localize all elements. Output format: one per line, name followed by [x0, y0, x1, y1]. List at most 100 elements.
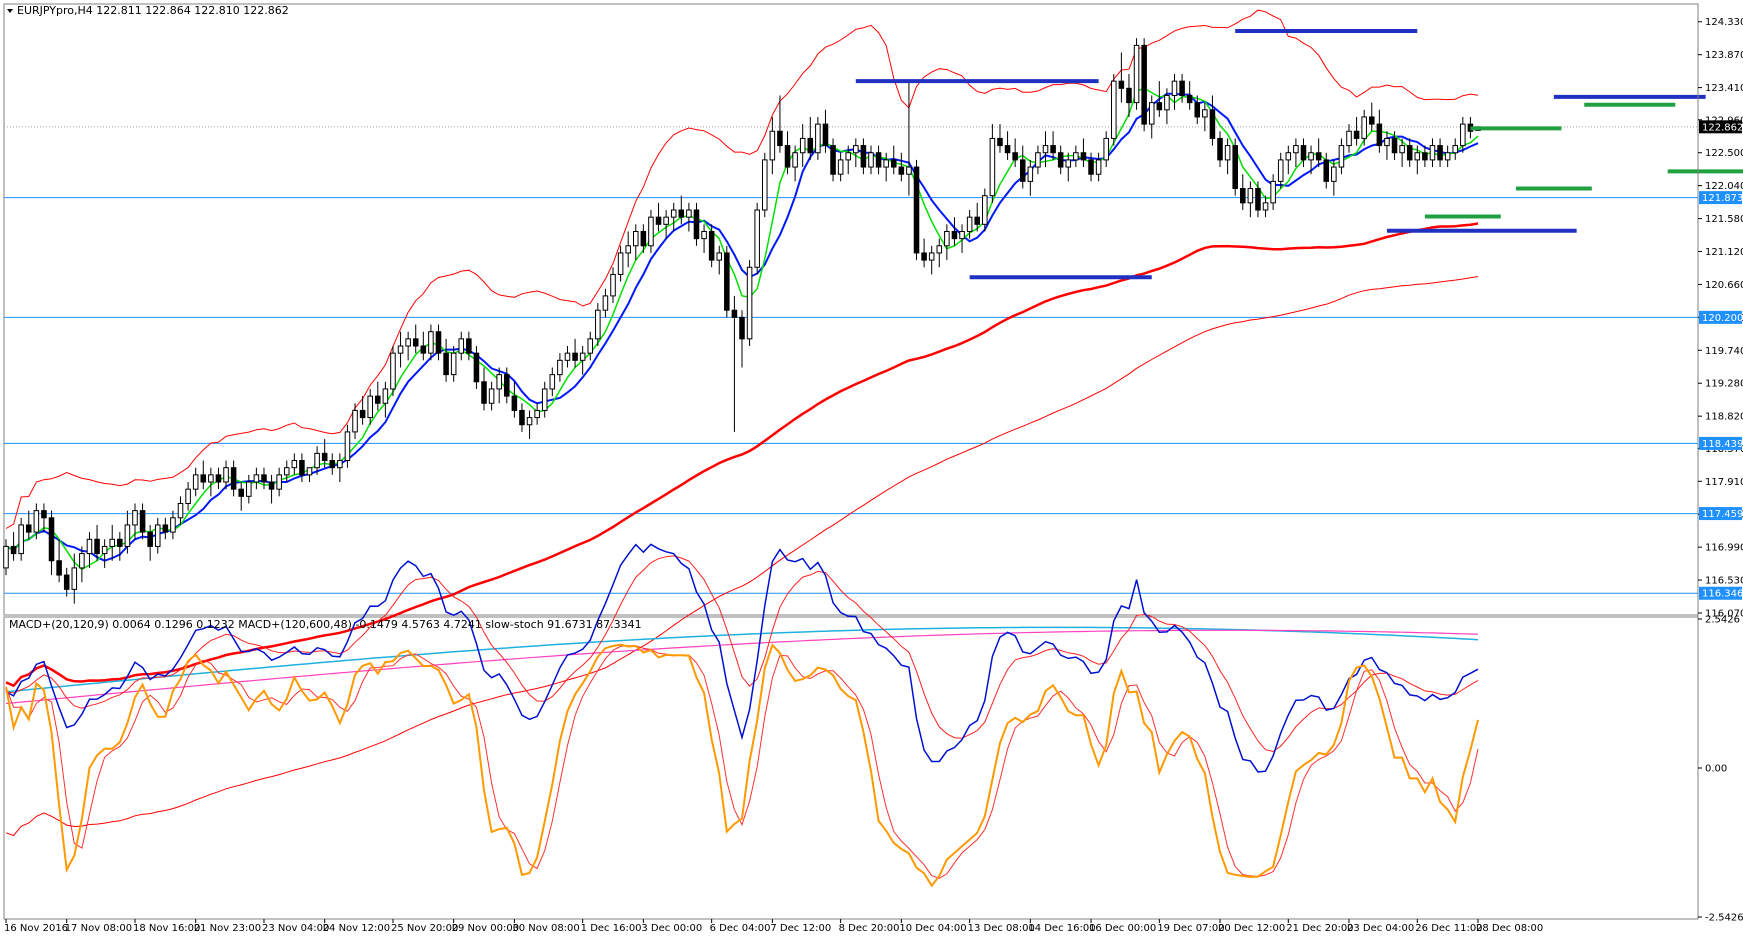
time-tick-label: 1 Dec 16:00: [581, 923, 642, 934]
candle-body: [966, 216, 973, 232]
candle: [928, 245, 935, 275]
candle-body: [610, 273, 616, 297]
candle-body: [238, 488, 244, 497]
candle-body: [329, 460, 336, 469]
candle-body: [1406, 145, 1413, 161]
candle-body: [898, 166, 905, 175]
price-tick-label: 122.500: [1705, 148, 1743, 159]
candle-body: [1217, 137, 1223, 161]
candle-body: [109, 538, 116, 547]
candle: [1414, 145, 1421, 175]
level-label-1-bg: [1699, 310, 1742, 324]
candle: [253, 467, 260, 490]
candle-body: [481, 381, 487, 404]
candle: [541, 381, 548, 418]
candle: [579, 346, 586, 375]
candle: [845, 145, 852, 175]
candle-body: [860, 145, 867, 168]
candle-body: [830, 145, 836, 175]
candle: [853, 138, 859, 168]
time-tick-label: 16 Nov 2016: [4, 923, 68, 934]
candle: [572, 338, 578, 368]
candle: [33, 503, 40, 540]
candle-body: [1050, 145, 1056, 154]
candle-body: [1194, 102, 1201, 118]
candle-body: [435, 331, 442, 354]
time-tick-label: 13 Dec 08:00: [968, 923, 1035, 934]
candle-body: [708, 230, 715, 261]
candle-body: [511, 395, 518, 411]
time-tick-label: 14 Dec 16:00: [1028, 923, 1095, 934]
candle: [1050, 131, 1056, 160]
candle-body: [466, 338, 472, 354]
upper-band-line: [5, 9, 1479, 529]
candle: [739, 310, 745, 368]
candle-body: [1118, 80, 1125, 89]
candle: [1255, 181, 1261, 218]
lower-band-line: [5, 276, 1479, 837]
candle-body: [1308, 152, 1314, 161]
price-tick-label: 122.040: [1705, 181, 1743, 192]
candle-body: [632, 230, 639, 247]
candle: [1422, 145, 1428, 168]
candle: [1293, 138, 1299, 168]
candle: [1270, 174, 1276, 211]
candle: [830, 138, 836, 182]
candle-body: [1111, 80, 1117, 139]
candle: [1133, 38, 1140, 110]
candle-body: [1346, 130, 1352, 147]
candle-body: [1338, 145, 1345, 168]
candle-body: [1262, 202, 1269, 211]
candle: [101, 539, 108, 568]
candle-body: [1444, 152, 1451, 161]
candle: [435, 324, 442, 361]
candle-body: [412, 338, 419, 347]
time-tick-label: 20 Dec 12:00: [1218, 923, 1285, 934]
candle: [1399, 138, 1405, 168]
candle: [944, 224, 950, 261]
candle: [761, 152, 768, 218]
candle-body: [640, 230, 647, 247]
candle-body: [1095, 159, 1102, 175]
candle: [799, 124, 806, 168]
candle-body: [504, 374, 510, 397]
candle: [1080, 138, 1087, 168]
candle-body: [1277, 159, 1284, 182]
candle-body: [1437, 145, 1443, 161]
candle: [177, 496, 184, 525]
candle-body: [215, 474, 222, 483]
candle: [746, 260, 753, 347]
candle-body: [890, 159, 897, 168]
candle: [132, 503, 138, 540]
candle: [390, 346, 396, 397]
dropdown-triangle-icon[interactable]: [7, 9, 13, 13]
candle: [534, 403, 540, 425]
candle-body: [526, 417, 533, 426]
candle-body: [132, 510, 138, 526]
candle-body: [974, 216, 980, 225]
candle-body: [1073, 152, 1079, 161]
candle-body: [686, 209, 692, 218]
candle: [1042, 131, 1049, 168]
candle: [79, 546, 85, 583]
candle: [617, 245, 624, 282]
candle: [1429, 138, 1436, 168]
candle-body: [799, 137, 806, 154]
candle-body: [162, 524, 169, 533]
candle: [268, 474, 275, 504]
indicator-header: MACD+(20,120,9) 0.0064 0.1296 0.1232 MAC…: [9, 618, 642, 631]
candle: [458, 331, 465, 361]
candle-body: [25, 524, 32, 533]
time-tick-label: 3 Dec 00:00: [641, 923, 702, 934]
candle: [71, 553, 78, 604]
candle: [640, 224, 647, 253]
candle: [595, 303, 601, 347]
candle-body: [769, 130, 776, 161]
candle: [1202, 102, 1208, 132]
time-tick-label: 30 Nov 08:00: [512, 923, 579, 934]
candle: [1437, 138, 1443, 168]
candle: [1460, 116, 1466, 153]
candle: [875, 145, 882, 175]
level-label-0: 121.873: [1702, 193, 1743, 204]
candle: [1065, 152, 1072, 182]
